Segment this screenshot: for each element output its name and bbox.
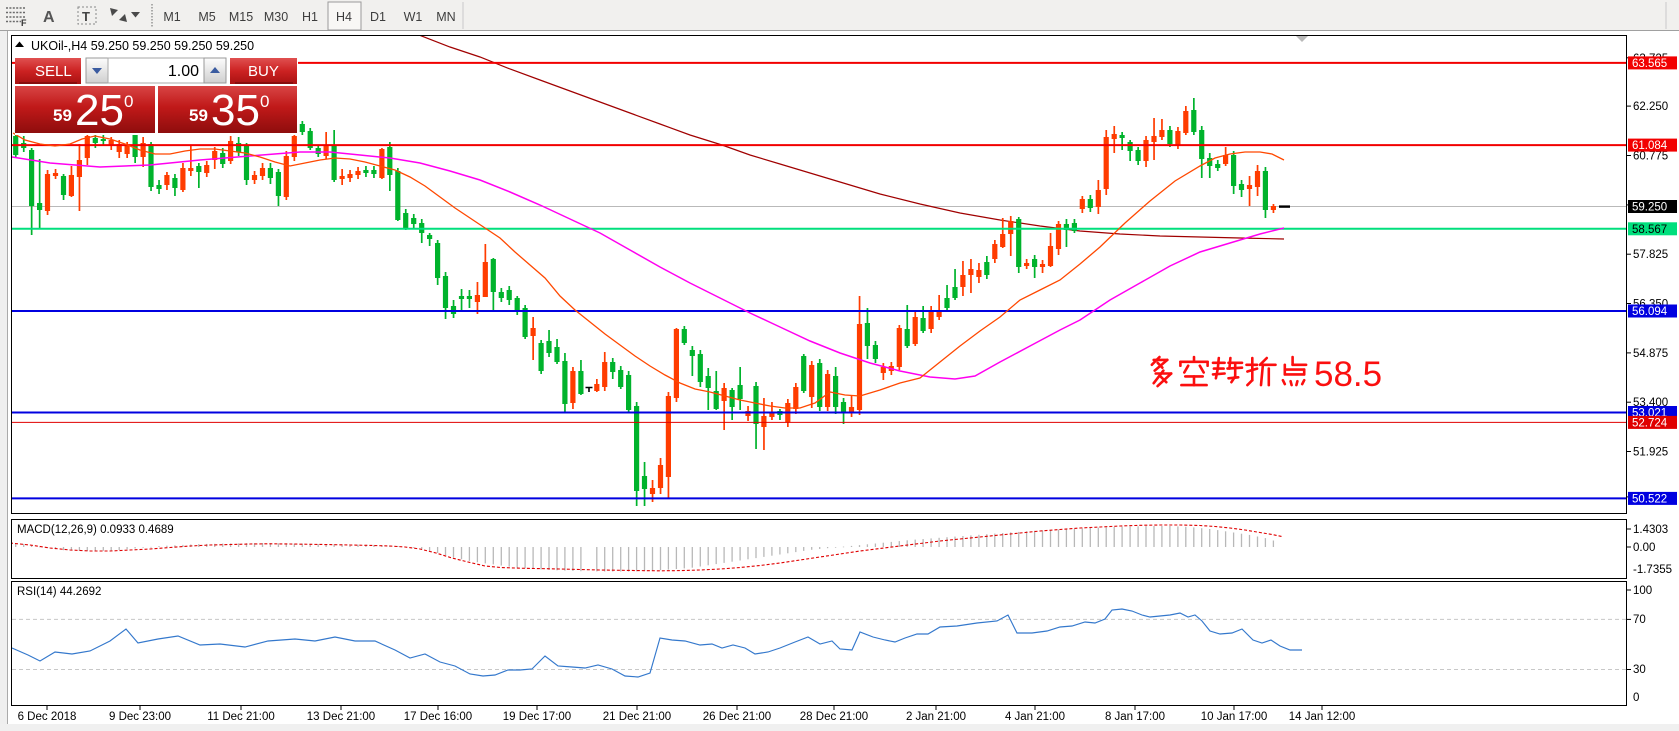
svg-text:H4: H4 bbox=[336, 10, 352, 24]
svg-text:9 Dec 23:00: 9 Dec 23:00 bbox=[109, 711, 171, 723]
svg-text:A: A bbox=[43, 9, 55, 26]
svg-text:51.925: 51.925 bbox=[1633, 447, 1668, 459]
svg-text:62.250: 62.250 bbox=[1633, 101, 1668, 113]
svg-text:T: T bbox=[82, 9, 90, 24]
svg-text:F: F bbox=[21, 18, 27, 28]
svg-text:-1.7355: -1.7355 bbox=[1633, 564, 1672, 576]
svg-text:13 Dec 21:00: 13 Dec 21:00 bbox=[307, 711, 375, 723]
svg-text:MACD(12,26,9) 0.0933 0.4689: MACD(12,26,9) 0.0933 0.4689 bbox=[17, 524, 174, 536]
svg-text:M15: M15 bbox=[229, 10, 253, 24]
svg-text:19 Dec 17:00: 19 Dec 17:00 bbox=[503, 711, 571, 723]
svg-text:21 Dec 21:00: 21 Dec 21:00 bbox=[603, 711, 671, 723]
svg-text:57.825: 57.825 bbox=[1633, 249, 1668, 261]
svg-text:100: 100 bbox=[1633, 585, 1652, 597]
svg-text:50.522: 50.522 bbox=[1632, 493, 1667, 505]
svg-text:4 Jan 21:00: 4 Jan 21:00 bbox=[1005, 711, 1065, 723]
svg-text:59.250: 59.250 bbox=[1632, 202, 1667, 214]
svg-text:BUY: BUY bbox=[248, 63, 279, 80]
svg-text:59: 59 bbox=[189, 106, 208, 125]
svg-text:59: 59 bbox=[53, 106, 72, 125]
svg-text:MN: MN bbox=[436, 10, 455, 24]
svg-text:0: 0 bbox=[260, 92, 269, 111]
svg-text:17 Dec 16:00: 17 Dec 16:00 bbox=[404, 711, 472, 723]
svg-text:54.875: 54.875 bbox=[1633, 348, 1668, 360]
svg-text:58.5: 58.5 bbox=[1314, 355, 1382, 394]
svg-text:8 Jan 17:00: 8 Jan 17:00 bbox=[1105, 711, 1165, 723]
svg-text:0: 0 bbox=[1633, 692, 1639, 704]
svg-text:14 Jan 12:00: 14 Jan 12:00 bbox=[1289, 711, 1356, 723]
svg-text:63.565: 63.565 bbox=[1632, 58, 1667, 70]
svg-text:0.00: 0.00 bbox=[1633, 542, 1655, 554]
svg-text:2 Jan 21:00: 2 Jan 21:00 bbox=[906, 711, 966, 723]
svg-text:1.4303: 1.4303 bbox=[1633, 524, 1668, 536]
svg-text:H1: H1 bbox=[302, 10, 318, 24]
svg-text:58.567: 58.567 bbox=[1632, 224, 1667, 236]
svg-text:M30: M30 bbox=[264, 10, 288, 24]
svg-text:30: 30 bbox=[1633, 664, 1646, 676]
svg-text:61.084: 61.084 bbox=[1632, 140, 1668, 152]
svg-text:RSI(14) 44.2692: RSI(14) 44.2692 bbox=[17, 586, 101, 598]
svg-text:SELL: SELL bbox=[35, 63, 72, 80]
svg-text:35: 35 bbox=[211, 86, 260, 135]
svg-text:60.775: 60.775 bbox=[1633, 151, 1668, 163]
svg-text:6 Dec 2018: 6 Dec 2018 bbox=[18, 711, 77, 723]
svg-text:28 Dec 21:00: 28 Dec 21:00 bbox=[800, 711, 868, 723]
svg-text:10 Jan 17:00: 10 Jan 17:00 bbox=[1201, 711, 1268, 723]
svg-text:70: 70 bbox=[1633, 614, 1646, 626]
svg-text:M1: M1 bbox=[163, 10, 180, 24]
svg-text:56.094: 56.094 bbox=[1632, 306, 1668, 318]
svg-text:26 Dec 21:00: 26 Dec 21:00 bbox=[703, 711, 771, 723]
svg-text:25: 25 bbox=[75, 86, 124, 135]
svg-text:1.00: 1.00 bbox=[168, 63, 199, 80]
svg-text:11 Dec 21:00: 11 Dec 21:00 bbox=[207, 711, 275, 723]
svg-text:W1: W1 bbox=[404, 10, 423, 24]
svg-text:52.724: 52.724 bbox=[1632, 417, 1668, 429]
svg-text:D1: D1 bbox=[370, 10, 386, 24]
svg-text:UKOil-,H4 59.250 59.250 59.25: UKOil-,H4 59.250 59.250 59.250 59.250 bbox=[31, 39, 254, 53]
svg-text:0: 0 bbox=[124, 92, 133, 111]
svg-text:M5: M5 bbox=[198, 10, 215, 24]
